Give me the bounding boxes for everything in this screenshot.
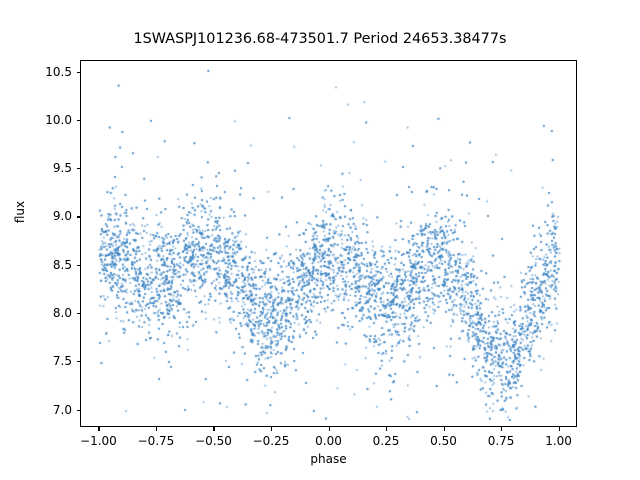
y-tick-mark [76,313,80,315]
y-tick-label: 8.5 [52,257,72,272]
y-tick-mark [76,119,80,121]
x-tick-mark [270,427,273,431]
y-tick-label: 9.5 [52,161,72,176]
y-axis-label: flux [13,200,27,224]
page-title: 1SWASPJ101236.68-473501.7 Period 24653.3… [133,31,507,47]
x-tick-mark [213,427,215,431]
x-tick-mark [155,427,158,431]
x-tick-mark [386,427,388,431]
x-tick-mark [98,427,100,431]
y-tick-label: 9.0 [52,209,72,224]
x-tick-label: −1.00 [80,434,117,448]
x-tick-mark [443,427,445,431]
y-tick-label: 10.5 [45,64,72,79]
y-tick-label: 7.5 [52,354,72,369]
x-tick-label: 0.25 [372,434,400,448]
y-tick-label: 10.0 [45,112,72,127]
x-axis-label: phase [310,452,347,466]
scatter-plot-canvas [81,61,576,426]
y-tick-mark [76,216,80,218]
x-tick-label: 0.50 [430,434,457,448]
x-tick-label: 1.00 [545,434,572,448]
y-tick-label: 7.0 [52,402,72,417]
y-tick-label: 8.0 [52,306,72,321]
y-tick-mark [76,71,80,73]
x-tick-label: 0.00 [315,434,342,448]
y-tick-mark [76,409,80,411]
x-tick-mark [328,427,330,431]
x-tick-label: −0.75 [137,434,175,448]
y-tick-mark [76,361,80,363]
x-tick-label: −0.50 [195,434,232,448]
x-tick-label: −0.25 [252,434,290,448]
plot-area [80,60,577,427]
x-tick-mark [501,427,503,431]
x-tick-mark [558,427,560,431]
y-tick-mark [76,168,80,170]
x-tick-label: 0.75 [487,434,515,448]
y-tick-mark [76,264,80,266]
